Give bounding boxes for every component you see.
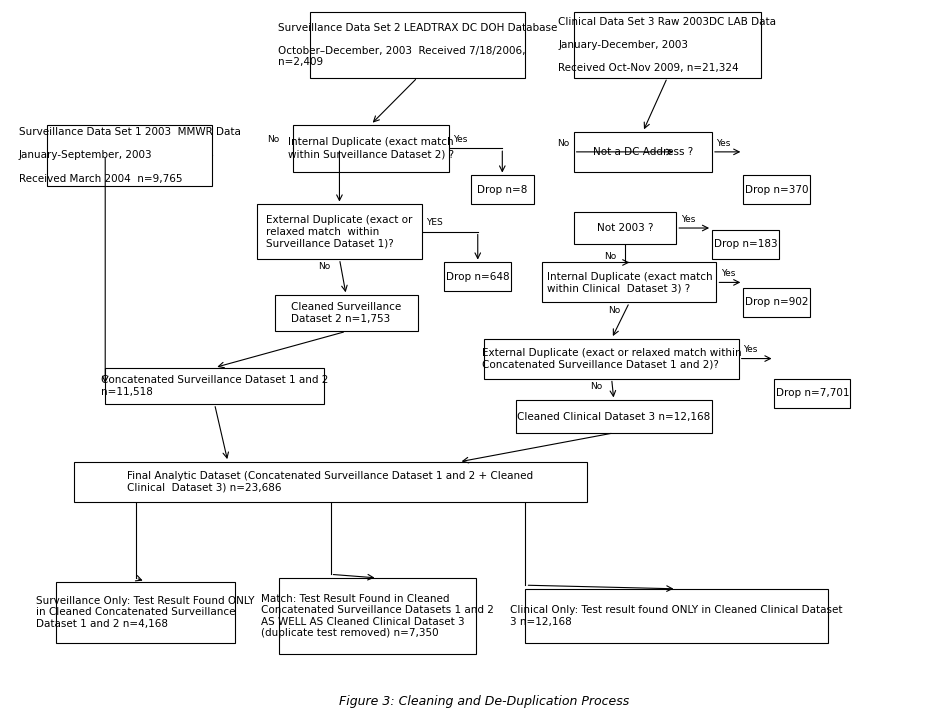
Text: No: No: [318, 263, 331, 272]
Text: Yes: Yes: [680, 215, 695, 223]
Text: No: No: [604, 252, 616, 261]
Text: External Duplicate (exact or relaxed match within
Concatenated Surveillance Data: External Duplicate (exact or relaxed mat…: [482, 348, 742, 369]
FancyBboxPatch shape: [280, 578, 475, 654]
Text: Yes: Yes: [721, 269, 735, 278]
FancyBboxPatch shape: [542, 263, 717, 302]
FancyBboxPatch shape: [471, 175, 533, 205]
Text: No: No: [557, 138, 569, 148]
Text: Clinical Only: Test result found ONLY in Cleaned Clinical Dataset
3 n=12,168: Clinical Only: Test result found ONLY in…: [510, 605, 843, 627]
Text: No: No: [609, 306, 621, 315]
FancyBboxPatch shape: [712, 230, 779, 259]
FancyBboxPatch shape: [105, 368, 323, 404]
Text: Yes: Yes: [743, 345, 758, 355]
Text: YES: YES: [427, 218, 444, 227]
Text: No: No: [267, 135, 280, 144]
Text: External Duplicate (exact or
relaxed match  within
Surveillance Dataset 1)?: External Duplicate (exact or relaxed mat…: [267, 215, 413, 248]
Text: Match: Test Result Found in Cleaned
Concatenated Surveillance Datasets 1 and 2
A: Match: Test Result Found in Cleaned Conc…: [261, 593, 494, 638]
Text: Surveillance Data Set 2 LEADTRAX DC DOH Database

October–December, 2003  Receiv: Surveillance Data Set 2 LEADTRAX DC DOH …: [278, 23, 557, 67]
Text: Drop n=370: Drop n=370: [745, 185, 808, 195]
FancyBboxPatch shape: [445, 263, 512, 291]
FancyBboxPatch shape: [743, 288, 810, 317]
FancyBboxPatch shape: [574, 212, 677, 245]
Text: Concatenated Surveillance Dataset 1 and 2
n=11,518: Concatenated Surveillance Dataset 1 and …: [101, 375, 328, 397]
Text: Not a DC Address ?: Not a DC Address ?: [593, 147, 693, 157]
FancyBboxPatch shape: [485, 339, 739, 379]
Text: Drop n=902: Drop n=902: [745, 297, 808, 307]
Text: Drop n=648: Drop n=648: [445, 272, 510, 282]
Text: Cleaned Clinical Dataset 3 n=12,168: Cleaned Clinical Dataset 3 n=12,168: [517, 411, 710, 422]
Text: Internal Duplicate (exact match
within Clinical  Dataset 3) ?: Internal Duplicate (exact match within C…: [547, 272, 712, 293]
Text: Not 2003 ?: Not 2003 ?: [596, 223, 653, 233]
FancyBboxPatch shape: [515, 400, 712, 433]
Text: Internal Duplicate (exact match
within Surveillance Dataset 2) ?: Internal Duplicate (exact match within S…: [288, 138, 454, 159]
Text: Drop n=8: Drop n=8: [477, 185, 528, 195]
Text: No: No: [591, 382, 603, 391]
Text: Final Analytic Dataset (Concatenated Surveillance Dataset 1 and 2 + Cleaned
Clin: Final Analytic Dataset (Concatenated Sur…: [128, 471, 534, 493]
Text: Cleaned Surveillance
Dataset 2 n=1,753: Cleaned Surveillance Dataset 2 n=1,753: [291, 302, 402, 324]
Text: Clinical Data Set 3 Raw 2003DC LAB Data

January-December, 2003

Received Oct-No: Clinical Data Set 3 Raw 2003DC LAB Data …: [558, 17, 776, 73]
Text: Surveillance Only: Test Result Found ONLY
in Cleaned Concatenated Surveillance
D: Surveillance Only: Test Result Found ONL…: [36, 596, 254, 629]
Text: Yes: Yes: [453, 135, 468, 144]
FancyBboxPatch shape: [74, 462, 587, 502]
FancyBboxPatch shape: [293, 124, 449, 172]
FancyBboxPatch shape: [56, 582, 235, 644]
Text: Figure 3: Cleaning and De-Duplication Process: Figure 3: Cleaning and De-Duplication Pr…: [339, 695, 630, 708]
Text: Drop n=183: Drop n=183: [714, 240, 777, 249]
Text: Yes: Yes: [717, 138, 731, 148]
FancyBboxPatch shape: [275, 295, 418, 331]
FancyBboxPatch shape: [774, 379, 850, 408]
FancyBboxPatch shape: [525, 589, 828, 644]
FancyBboxPatch shape: [48, 124, 212, 186]
Text: Drop n=7,701: Drop n=7,701: [775, 388, 849, 398]
Text: Surveillance Data Set 1 2003  MMWR Data

January-September, 2003

Received March: Surveillance Data Set 1 2003 MMWR Data J…: [19, 127, 240, 183]
FancyBboxPatch shape: [574, 132, 712, 172]
FancyBboxPatch shape: [310, 12, 525, 78]
FancyBboxPatch shape: [743, 175, 810, 205]
FancyBboxPatch shape: [257, 205, 422, 259]
FancyBboxPatch shape: [574, 12, 761, 78]
